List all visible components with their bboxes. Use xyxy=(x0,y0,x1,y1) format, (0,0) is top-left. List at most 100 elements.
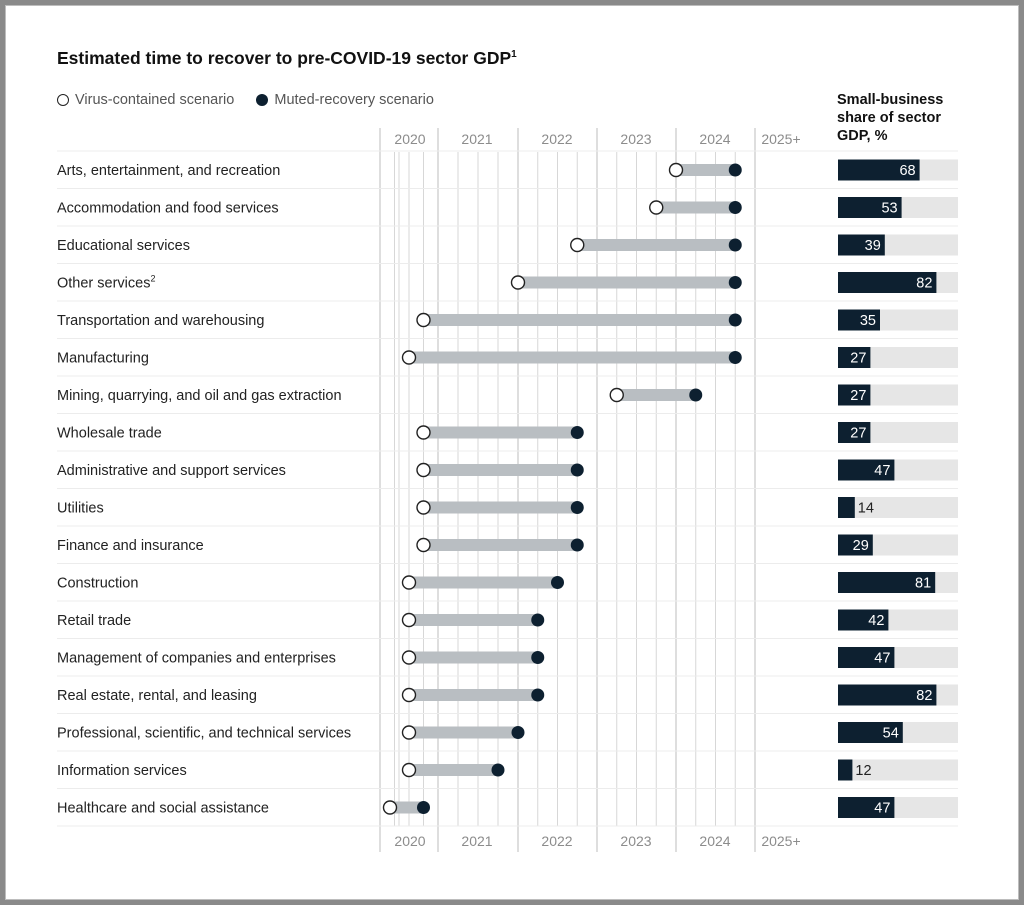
virus-contained-point xyxy=(401,725,417,740)
virus-contained-point xyxy=(649,200,664,215)
share-track xyxy=(838,497,958,518)
share-bar xyxy=(838,572,936,593)
range-connector xyxy=(616,389,696,401)
muted-recovery-point xyxy=(531,688,545,702)
sector-label: Mining, quarrying, and oil and gas extra… xyxy=(57,388,342,404)
muted-recovery-point xyxy=(689,388,703,402)
range-connector xyxy=(409,689,538,701)
virus-contained-point xyxy=(401,350,417,365)
sector-label: Professional, scientific, and technical … xyxy=(57,726,351,742)
share-bar xyxy=(838,197,902,218)
share-bar xyxy=(838,347,871,368)
virus-contained-point xyxy=(401,762,417,778)
muted-recovery-point xyxy=(728,313,742,327)
muted-recovery-point xyxy=(531,651,545,664)
range-connector xyxy=(409,651,538,664)
virus-contained-point xyxy=(401,575,417,590)
sector-label: Accommodation and food services xyxy=(57,201,279,217)
legend-label-virus-contained: Virus-contained scenario xyxy=(75,92,235,108)
sector-label: Information services xyxy=(57,763,187,779)
legend-item-virus-contained: Virus-contained scenario xyxy=(57,92,234,108)
range-connector xyxy=(409,614,538,626)
share-value-label: 14 xyxy=(858,501,874,517)
muted-recovery-point xyxy=(511,726,525,739)
share-bar xyxy=(838,497,855,518)
virus-contained-point xyxy=(416,462,431,478)
muted-recovery-point xyxy=(728,163,742,177)
muted-recovery-point xyxy=(728,201,742,214)
virus-contained-point xyxy=(668,162,684,178)
share-value-label: 47 xyxy=(874,463,890,479)
share-value-label: 47 xyxy=(874,801,890,817)
x-tick-label-bottom: 2024 xyxy=(699,833,730,849)
range-connector xyxy=(390,801,424,814)
virus-contained-point xyxy=(570,237,585,253)
sector-label: Manufacturing xyxy=(57,351,149,367)
virus-contained-point xyxy=(401,687,417,703)
share-value-label: 29 xyxy=(853,538,869,554)
share-bar xyxy=(838,234,885,256)
share-value-label: 27 xyxy=(850,388,866,404)
muted-recovery-point xyxy=(570,463,584,477)
sector-label: Healthcare and social assistance xyxy=(57,801,269,817)
muted-recovery-point xyxy=(728,276,742,289)
share-bar xyxy=(838,534,873,556)
share-value-label: 82 xyxy=(916,276,932,292)
share-bar xyxy=(838,309,880,331)
sector-label: Utilities xyxy=(57,501,104,517)
virus-contained-point xyxy=(416,312,431,328)
share-bar xyxy=(838,384,871,406)
range-connector xyxy=(423,539,578,551)
muted-recovery-point xyxy=(728,351,742,364)
range-connector xyxy=(518,276,736,289)
share-value-label: 39 xyxy=(865,238,881,254)
sector-label: Construction xyxy=(57,576,138,592)
range-connector xyxy=(423,314,736,326)
x-tick-label-top: 2023 xyxy=(620,131,651,147)
muted-recovery-point xyxy=(570,426,584,439)
muted-recovery-point xyxy=(728,238,742,252)
share-track xyxy=(838,759,958,781)
share-bar xyxy=(838,684,937,706)
x-tick-label-top: 2025+ xyxy=(761,131,800,147)
share-value-label: 53 xyxy=(881,201,897,217)
muted-recovery-point xyxy=(491,763,505,777)
virus-contained-point xyxy=(401,650,417,665)
share-bar xyxy=(838,159,920,181)
legend-label-muted-recovery: Muted-recovery scenario xyxy=(274,92,434,108)
title-footnote: 1 xyxy=(511,49,517,61)
share-value-label: 27 xyxy=(850,351,866,367)
x-tick-label-bottom: 2023 xyxy=(620,833,651,849)
x-tick-label-top: 2024 xyxy=(699,131,730,147)
virus-contained-point xyxy=(401,612,417,628)
x-tick-label-bottom: 2022 xyxy=(541,833,572,849)
range-connector xyxy=(423,464,578,476)
share-value-label: 42 xyxy=(868,613,884,629)
sector-label: Real estate, rental, and leasing xyxy=(57,688,257,704)
open-circle-icon xyxy=(57,94,69,106)
muted-recovery-point xyxy=(531,613,545,627)
legend-item-muted-recovery: Muted-recovery scenario xyxy=(256,92,434,108)
range-connector xyxy=(409,764,498,776)
sector-label: Educational services xyxy=(57,238,190,254)
range-connector xyxy=(423,501,578,514)
share-value-label: 12 xyxy=(855,763,871,779)
virus-contained-point xyxy=(416,425,431,440)
muted-recovery-point xyxy=(551,576,564,589)
share-value-label: 47 xyxy=(874,651,890,667)
small-business-share-title: Small-business share of sector GDP, % xyxy=(837,92,944,144)
range-connector xyxy=(577,239,736,251)
sector-label: Wholesale trade xyxy=(57,426,162,442)
muted-recovery-point xyxy=(570,501,584,514)
sector-label: Arts, entertainment, and recreation xyxy=(57,163,280,179)
x-tick-label-bottom: 2021 xyxy=(461,833,492,849)
sector-label: Management of companies and enterprises xyxy=(57,651,336,667)
sector-label: Transportation and warehousing xyxy=(57,313,264,329)
virus-contained-point xyxy=(609,387,624,403)
share-value-label: 82 xyxy=(916,688,932,704)
virus-contained-point xyxy=(510,275,526,290)
share-bar xyxy=(838,609,889,631)
sector-label: Finance and insurance xyxy=(57,538,204,554)
share-bar xyxy=(838,647,895,668)
